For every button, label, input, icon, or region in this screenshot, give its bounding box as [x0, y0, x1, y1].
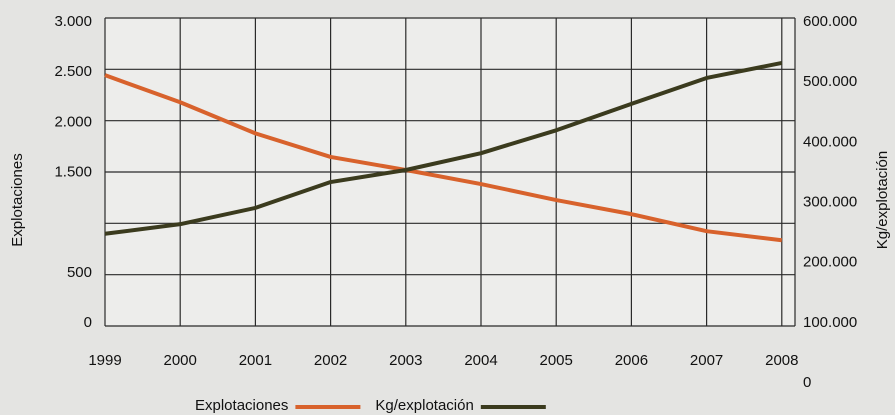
- x-tick-label: 2001: [239, 352, 272, 369]
- y2-tick-label: 300.000: [803, 193, 857, 210]
- y2-tick-label: 400.000: [803, 133, 857, 150]
- y2-tick-label: 100.000: [803, 314, 857, 331]
- legend-label: Explotaciones: [195, 397, 288, 414]
- y-tick-label: 2.500: [54, 63, 92, 80]
- y-tick-label: 0: [84, 314, 92, 331]
- legend-label: Kg/explotación: [375, 397, 473, 414]
- x-tick-label: 2008: [765, 352, 798, 369]
- y2-tick-label: 500.000: [803, 73, 857, 90]
- x-tick-label: 2006: [615, 352, 648, 369]
- x-tick-label: 2003: [389, 352, 422, 369]
- y-tick-label: 3.000: [54, 13, 92, 30]
- y-axis-title: Explotaciones: [9, 153, 26, 246]
- y2-tick-label: 200.000: [803, 254, 857, 271]
- x-tick-label: 2000: [164, 352, 197, 369]
- y-tick-label: 2.000: [54, 113, 92, 130]
- x-tick-label: 2005: [540, 352, 573, 369]
- x-tick-label: 2002: [314, 352, 347, 369]
- y2-axis-title: Kg/explotación: [874, 151, 891, 249]
- series-line: [104, 60, 783, 236]
- x-tick-label: 2007: [690, 352, 723, 369]
- y-tick-label: 500: [67, 264, 92, 281]
- x-tick-label: 1999: [88, 352, 121, 369]
- x-tick-label: 2004: [464, 352, 497, 369]
- series-line: [104, 73, 783, 243]
- y2-tick-label: 0: [803, 374, 811, 391]
- y-tick-label: 1.500: [54, 163, 92, 180]
- y2-tick-label: 600.000: [803, 13, 857, 30]
